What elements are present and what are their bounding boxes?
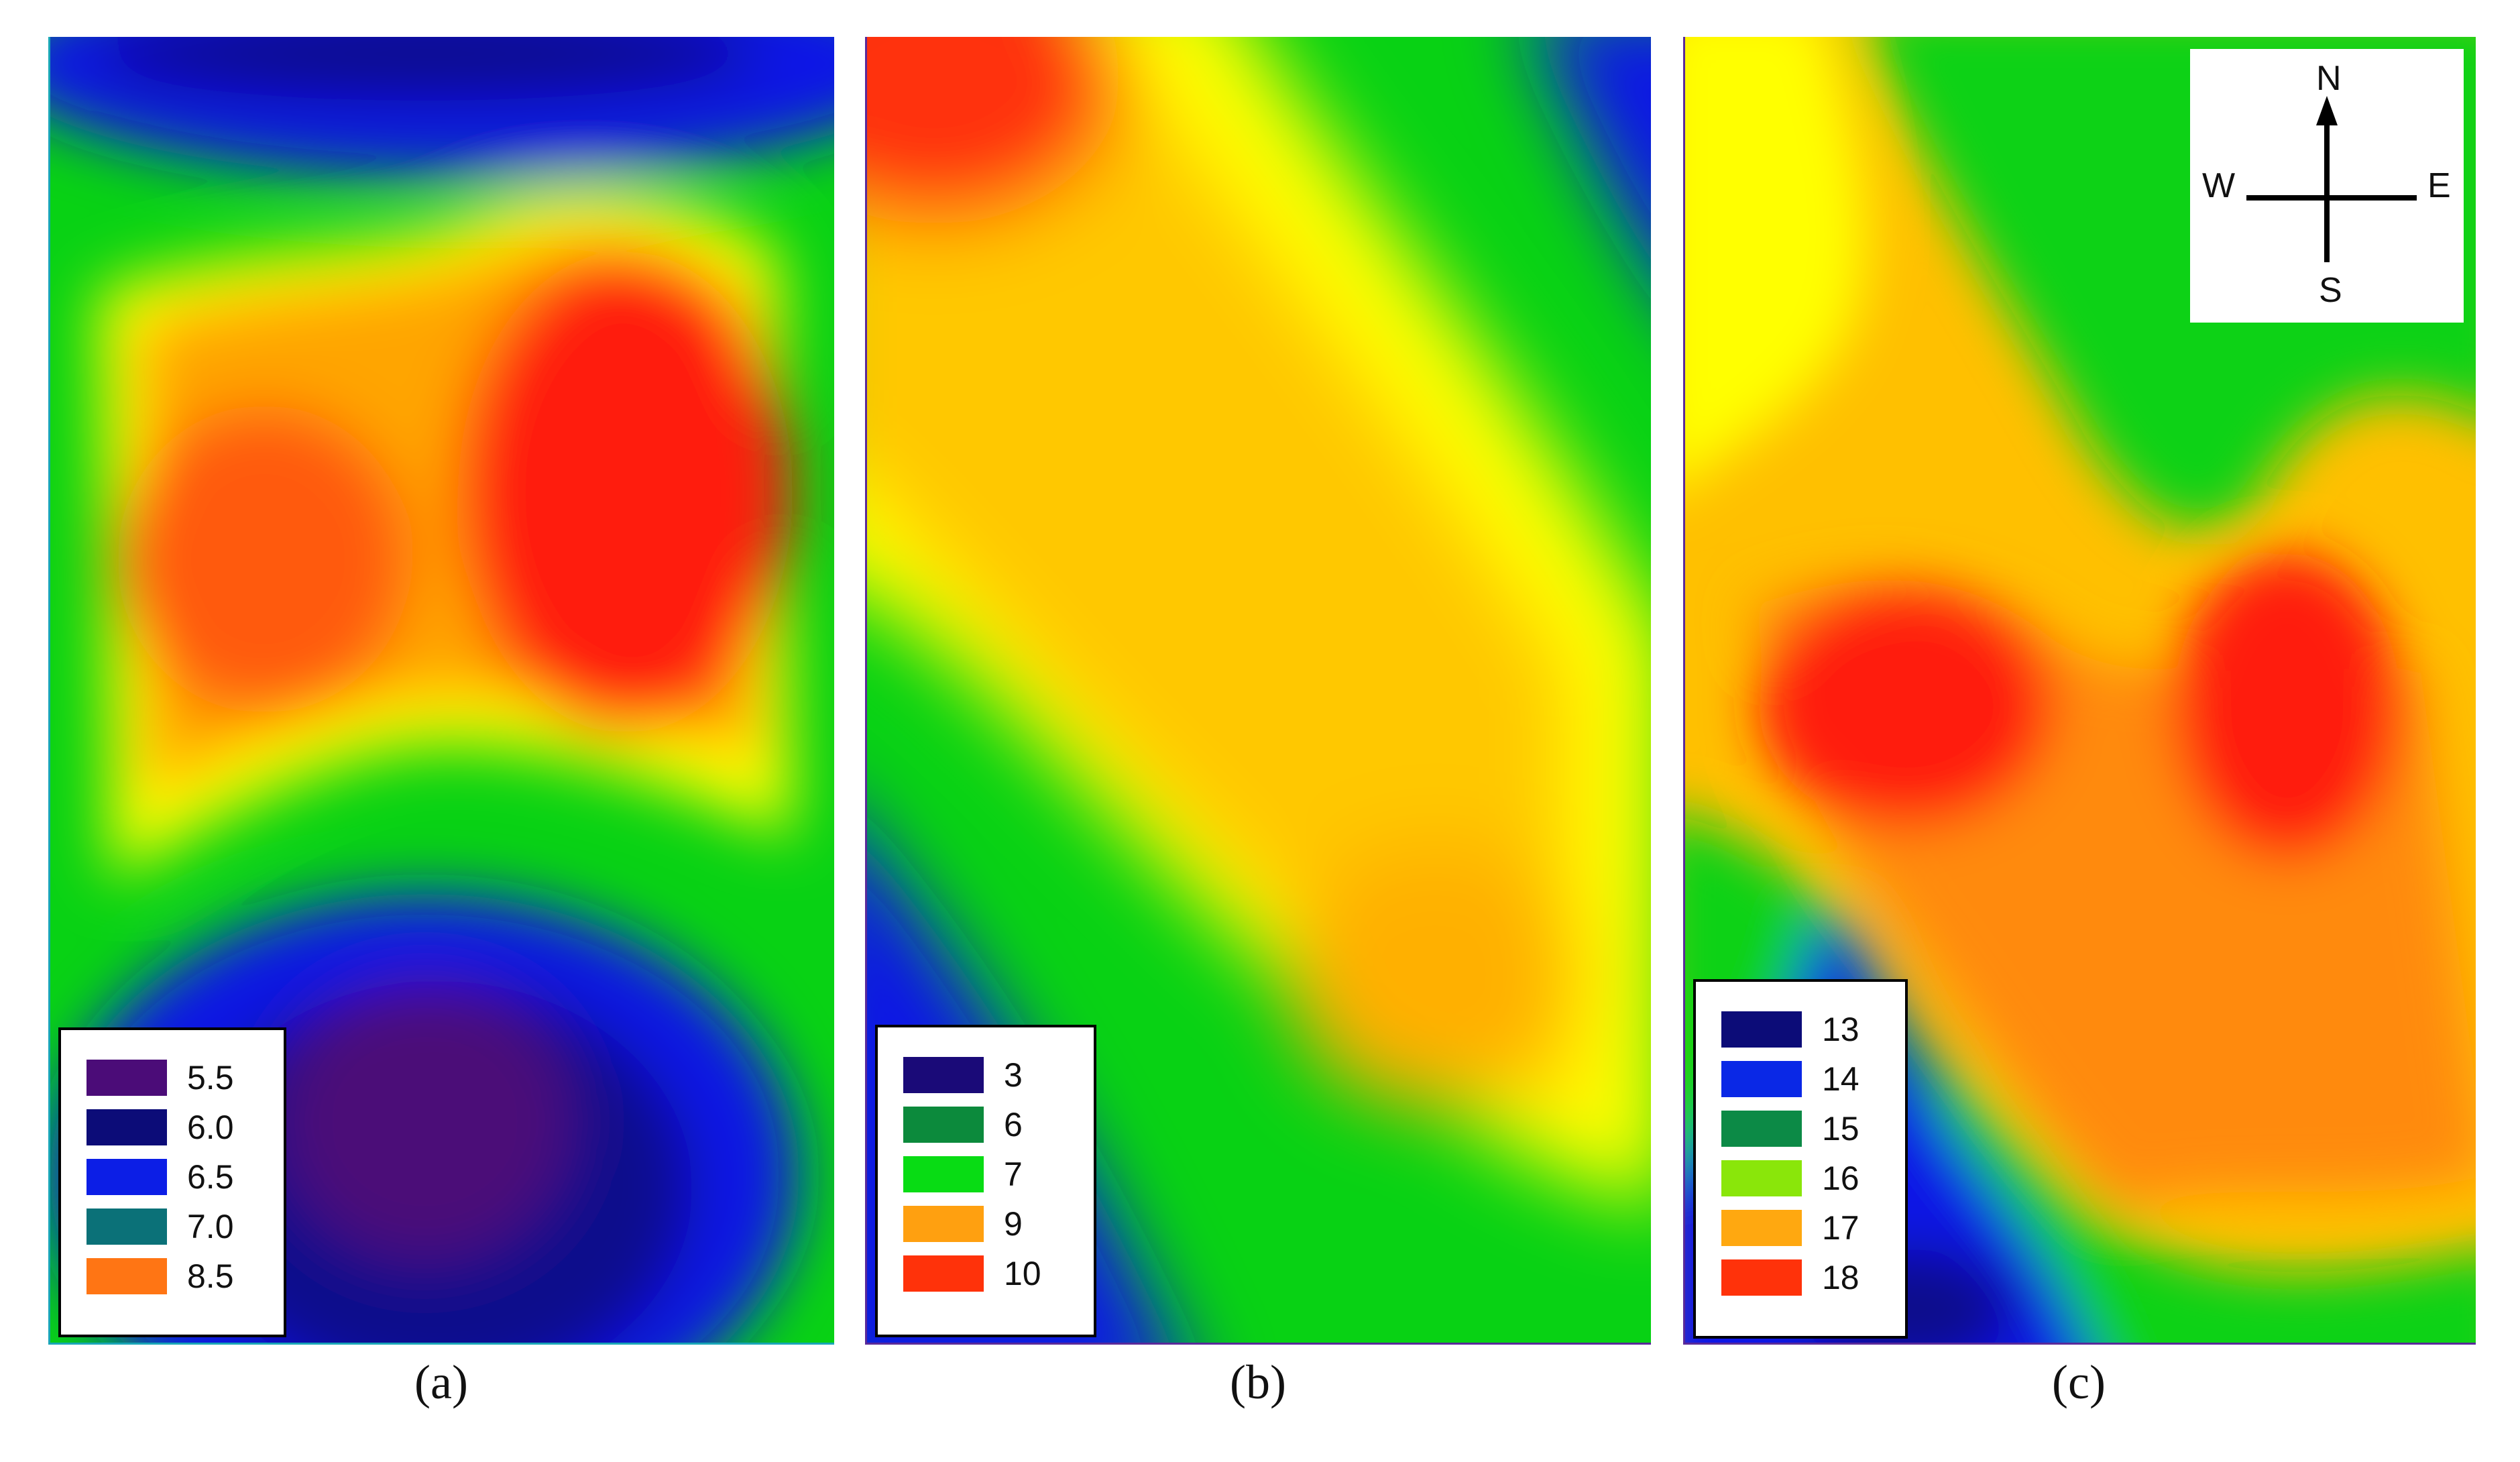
map-panel-c: N S W E 13 14 15 16 17 18 <box>1683 37 2476 1345</box>
legend-swatch <box>903 1057 984 1093</box>
panel-caption-b: (b) <box>1230 1355 1286 1409</box>
legend-item: 6.5 <box>87 1152 260 1202</box>
legend-item: 7 <box>903 1149 1070 1199</box>
legend-label: 18 <box>1822 1259 1859 1296</box>
legend-item: 6 <box>903 1100 1070 1149</box>
compass-icon <box>2246 96 2417 262</box>
legend-item: 8.5 <box>87 1251 260 1301</box>
legend-swatch <box>903 1206 984 1242</box>
legend-swatch <box>1721 1111 1802 1147</box>
legend-label: 7.0 <box>187 1208 234 1245</box>
legend-swatch <box>1721 1160 1802 1196</box>
legend-label: 13 <box>1822 1011 1859 1048</box>
map-panel-a: 5.5 6.0 6.5 7.0 8.5 <box>48 37 834 1345</box>
legend-item: 14 <box>1721 1054 1881 1104</box>
legend-item: 18 <box>1721 1253 1881 1302</box>
legend-label: 17 <box>1822 1209 1859 1247</box>
legend-swatch <box>1721 1210 1802 1246</box>
map-panel-b: 3 6 7 9 10 <box>865 37 1651 1345</box>
legend-swatch <box>87 1109 167 1145</box>
legend-label: 8.5 <box>187 1257 234 1295</box>
legend-item: 10 <box>903 1249 1070 1298</box>
legend-label: 6 <box>1004 1106 1023 1143</box>
legend-item: 3 <box>903 1050 1070 1100</box>
legend-swatch <box>87 1258 167 1294</box>
legend-swatch <box>1721 1061 1802 1097</box>
legend-swatch <box>1721 1259 1802 1296</box>
legend-item: 17 <box>1721 1203 1881 1253</box>
heatmap-a <box>50 37 834 1343</box>
legend-item: 5.5 <box>87 1053 260 1103</box>
panel-caption-c: (c) <box>2052 1355 2106 1409</box>
legend-label: 6.0 <box>187 1109 234 1146</box>
legend-label: 15 <box>1822 1110 1859 1147</box>
legend-item: 6.0 <box>87 1103 260 1152</box>
legend-item: 16 <box>1721 1154 1881 1203</box>
legend-swatch <box>903 1156 984 1192</box>
legend-label: 3 <box>1004 1056 1023 1094</box>
legend-swatch <box>87 1208 167 1245</box>
panel-caption-a: (a) <box>414 1355 468 1409</box>
compass-east-label: E <box>2427 166 2451 205</box>
heatmap-b <box>867 37 1651 1343</box>
compass-south-label: S <box>2319 271 2342 310</box>
legend-swatch <box>1721 1011 1802 1048</box>
legend-b: 3 6 7 9 10 <box>875 1025 1096 1337</box>
legend-label: 10 <box>1004 1255 1041 1292</box>
legend-label: 16 <box>1822 1160 1859 1197</box>
legend-c: 13 14 15 16 17 18 <box>1693 979 1908 1339</box>
compass-rose: N S W E <box>2190 49 2464 323</box>
legend-swatch <box>903 1107 984 1143</box>
legend-label: 6.5 <box>187 1158 234 1196</box>
legend-label: 9 <box>1004 1205 1023 1243</box>
legend-item: 9 <box>903 1199 1070 1249</box>
legend-item: 13 <box>1721 1005 1881 1054</box>
compass-north-label: N <box>2316 59 2342 98</box>
legend-label: 7 <box>1004 1156 1023 1193</box>
legend-swatch <box>903 1255 984 1292</box>
legend-swatch <box>87 1060 167 1096</box>
legend-a: 5.5 6.0 6.5 7.0 8.5 <box>58 1027 286 1337</box>
legend-swatch <box>87 1159 167 1195</box>
legend-item: 15 <box>1721 1104 1881 1154</box>
legend-label: 5.5 <box>187 1059 234 1096</box>
legend-label: 14 <box>1822 1060 1859 1098</box>
legend-item: 7.0 <box>87 1202 260 1251</box>
compass-west-label: W <box>2202 166 2236 205</box>
